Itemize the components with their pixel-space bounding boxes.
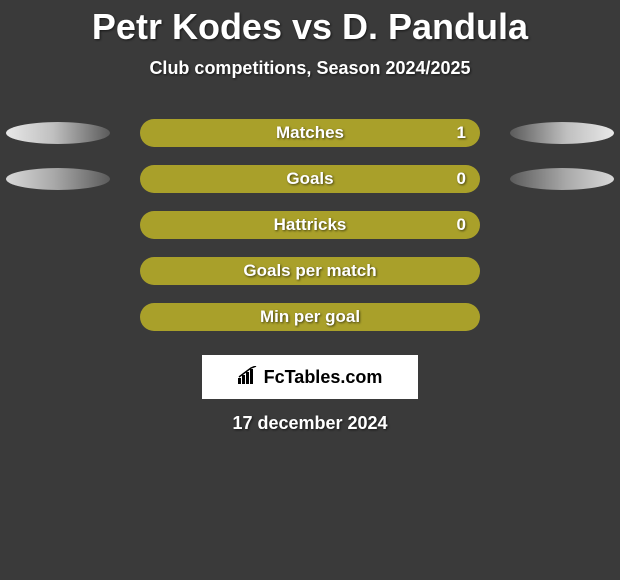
stat-row-matches: Matches 1 <box>0 119 620 147</box>
stat-row-goals-per-match: Goals per match <box>0 257 620 285</box>
page-title: Petr Kodes vs D. Pandula <box>92 6 528 48</box>
stat-label: Min per goal <box>260 307 360 327</box>
stat-bar: Goals per match <box>140 257 480 285</box>
brand-badge: FcTables.com <box>202 355 418 399</box>
brand-chart-icon <box>238 366 260 389</box>
stat-label: Hattricks <box>274 215 347 235</box>
brand-label: FcTables.com <box>264 367 383 388</box>
stat-row-goals: Goals 0 <box>0 165 620 193</box>
brand-text: FcTables.com <box>238 366 383 389</box>
stat-value: 1 <box>457 123 466 143</box>
stat-bar: Hattricks 0 <box>140 211 480 239</box>
stat-value: 0 <box>457 169 466 189</box>
player-right-marker <box>510 122 614 144</box>
stat-value: 0 <box>457 215 466 235</box>
comparison-infographic: Petr Kodes vs D. Pandula Club competitio… <box>0 0 620 434</box>
player-left-marker <box>6 168 110 190</box>
stat-bar: Goals 0 <box>140 165 480 193</box>
player-left-marker <box>6 122 110 144</box>
date-label: 17 december 2024 <box>232 413 387 434</box>
stat-bar: Matches 1 <box>140 119 480 147</box>
stat-row-hattricks: Hattricks 0 <box>0 211 620 239</box>
stat-label: Goals <box>286 169 333 189</box>
subtitle: Club competitions, Season 2024/2025 <box>149 58 470 79</box>
stat-label: Matches <box>276 123 344 143</box>
player-right-marker <box>510 168 614 190</box>
stat-bar: Min per goal <box>140 303 480 331</box>
stat-row-min-per-goal: Min per goal <box>0 303 620 331</box>
stat-label: Goals per match <box>243 261 376 281</box>
